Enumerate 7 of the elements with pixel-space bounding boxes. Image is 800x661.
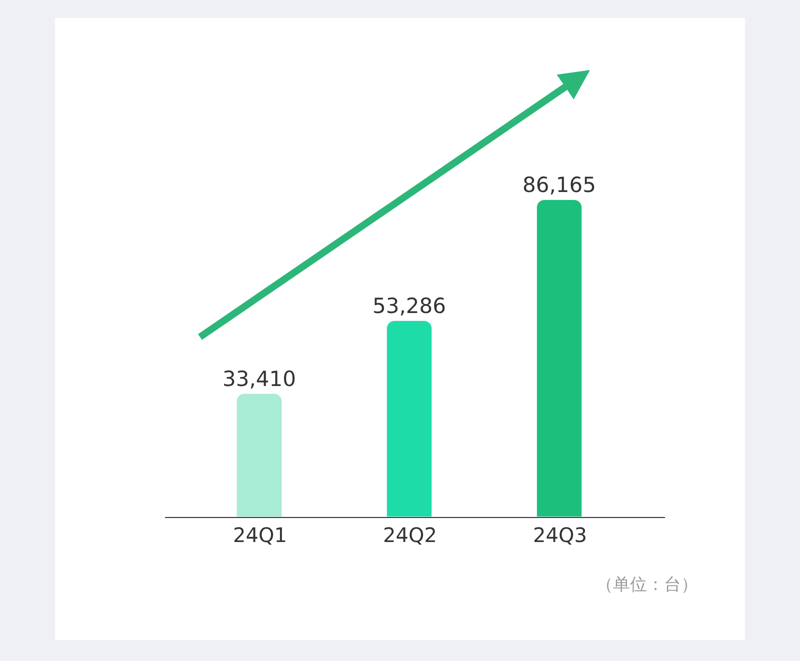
- data-label: 53,286: [372, 294, 446, 318]
- text: （单位：台）: [596, 575, 698, 595]
- data-label: 86,165: [522, 172, 596, 197]
- x-tick-label: 24Q1: [233, 523, 287, 547]
- x-tick-label: 24Q3: [533, 523, 587, 547]
- x-tick-label: 24Q2: [383, 523, 437, 547]
- data-label: 33,410: [222, 366, 296, 391]
